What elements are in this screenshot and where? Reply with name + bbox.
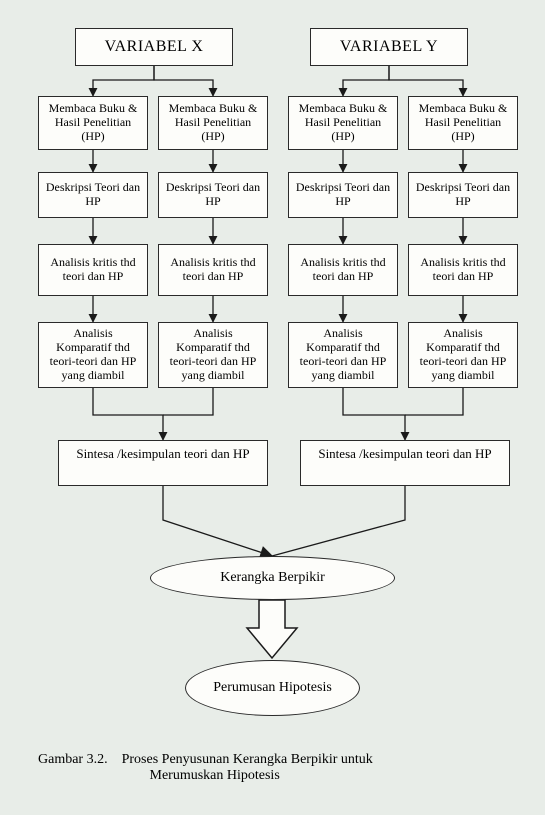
sintesa-y: Sintesa /kesimpulan teori dan HP bbox=[300, 440, 510, 486]
cell-y2-r1: Membaca Buku & Hasil Penelitian (HP) bbox=[408, 96, 518, 150]
cell-x1-r3: Analisis kritis thd teori dan HP bbox=[38, 244, 148, 296]
cell-y1-r4: Analisis Komparatif thd teori-teori dan … bbox=[288, 322, 398, 388]
cell-x2-r3: Analisis kritis thd teori dan HP bbox=[158, 244, 268, 296]
cell-label: Membaca Buku & Hasil Penelitian (HP) bbox=[45, 102, 141, 143]
cell-y1-r3: Analisis kritis thd teori dan HP bbox=[288, 244, 398, 296]
perumusan-hipotesis: Perumusan Hipotesis bbox=[185, 660, 360, 716]
cell-label: Analisis kritis thd teori dan HP bbox=[295, 256, 391, 284]
caption-line1: Proses Penyusunan Kerangka Berpikir untu… bbox=[122, 752, 373, 767]
sintesa-label: Sintesa /kesimpulan teori dan HP bbox=[318, 447, 491, 462]
kerangka-label: Kerangka Berpikir bbox=[220, 570, 325, 586]
cell-label: Deskripsi Teori dan HP bbox=[45, 181, 141, 209]
cell-y1-r1: Membaca Buku & Hasil Penelitian (HP) bbox=[288, 96, 398, 150]
cell-x1-r2: Deskripsi Teori dan HP bbox=[38, 172, 148, 218]
cell-label: Analisis kritis thd teori dan HP bbox=[165, 256, 261, 284]
cell-label: Deskripsi Teori dan HP bbox=[165, 181, 261, 209]
sintesa-label: Sintesa /kesimpulan teori dan HP bbox=[76, 447, 249, 462]
block-arrow bbox=[247, 600, 297, 658]
header-x-label: VARIABEL X bbox=[105, 38, 204, 56]
cell-label: Analisis kritis thd teori dan HP bbox=[45, 256, 141, 284]
cell-x1-r1: Membaca Buku & Hasil Penelitian (HP) bbox=[38, 96, 148, 150]
figure-caption: Gambar 3.2. Proses Penyusunan Kerangka B… bbox=[38, 752, 528, 784]
cell-label: Analisis Komparatif thd teori-teori dan … bbox=[165, 327, 261, 382]
header-variabel-x: VARIABEL X bbox=[75, 28, 233, 66]
hipotesis-label: Perumusan Hipotesis bbox=[213, 680, 332, 696]
cell-y2-r2: Deskripsi Teori dan HP bbox=[408, 172, 518, 218]
header-variabel-y: VARIABEL Y bbox=[310, 28, 468, 66]
cell-y1-r2: Deskripsi Teori dan HP bbox=[288, 172, 398, 218]
header-y-label: VARIABEL Y bbox=[340, 38, 438, 56]
caption-label: Gambar 3.2. bbox=[38, 752, 108, 767]
cell-label: Membaca Buku & Hasil Penelitian (HP) bbox=[415, 102, 511, 143]
cell-label: Analisis Komparatif thd teori-teori dan … bbox=[415, 327, 511, 382]
cell-label: Analisis Komparatif thd teori-teori dan … bbox=[295, 327, 391, 382]
cell-label: Membaca Buku & Hasil Penelitian (HP) bbox=[295, 102, 391, 143]
cell-label: Membaca Buku & Hasil Penelitian (HP) bbox=[165, 102, 261, 143]
caption-line2: Merumuskan Hipotesis bbox=[150, 768, 280, 783]
cell-label: Deskripsi Teori dan HP bbox=[295, 181, 391, 209]
cell-label: Analisis kritis thd teori dan HP bbox=[415, 256, 511, 284]
cell-x2-r4: Analisis Komparatif thd teori-teori dan … bbox=[158, 322, 268, 388]
cell-label: Deskripsi Teori dan HP bbox=[415, 181, 511, 209]
cell-label: Analisis Komparatif thd teori-teori dan … bbox=[45, 327, 141, 382]
cell-x2-r2: Deskripsi Teori dan HP bbox=[158, 172, 268, 218]
cell-x1-r4: Analisis Komparatif thd teori-teori dan … bbox=[38, 322, 148, 388]
cell-x2-r1: Membaca Buku & Hasil Penelitian (HP) bbox=[158, 96, 268, 150]
cell-y2-r3: Analisis kritis thd teori dan HP bbox=[408, 244, 518, 296]
cell-y2-r4: Analisis Komparatif thd teori-teori dan … bbox=[408, 322, 518, 388]
sintesa-x: Sintesa /kesimpulan teori dan HP bbox=[58, 440, 268, 486]
kerangka-berpikir: Kerangka Berpikir bbox=[150, 556, 395, 600]
